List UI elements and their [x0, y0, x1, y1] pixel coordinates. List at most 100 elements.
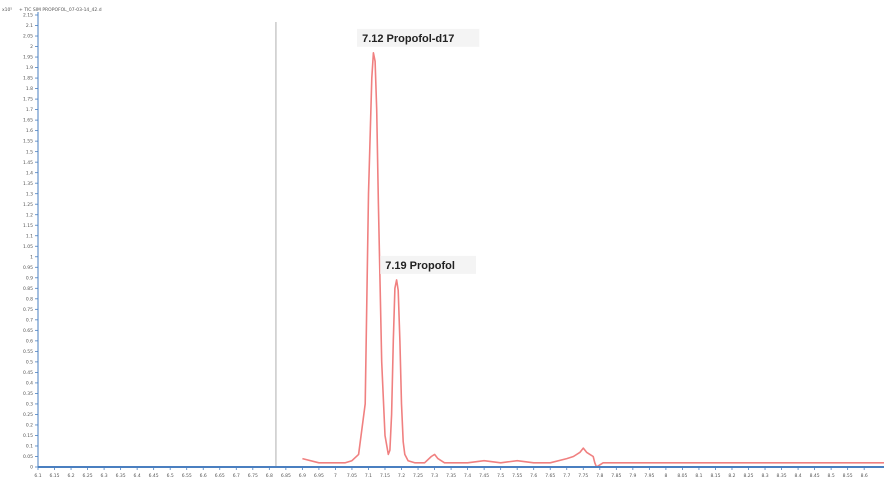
- y-tick-label: 2.1: [26, 23, 33, 29]
- y-tick-label: 1.35: [23, 181, 33, 187]
- x-tick-label: 7.35: [446, 473, 456, 479]
- peak-label: 7.19 Propofol: [385, 260, 455, 272]
- x-tick-label: 6.55: [182, 473, 192, 479]
- y-tick-label: 1.45: [23, 160, 33, 166]
- x-tick-label: 7.65: [545, 473, 555, 479]
- x-tick-label: 6.85: [281, 473, 291, 479]
- x-tick-label: 7.15: [380, 473, 390, 479]
- x-tick-label: 6.8: [266, 473, 273, 479]
- y-tick-label: 1.5: [26, 149, 33, 155]
- y-tick-label: 1.3: [26, 191, 33, 197]
- y-scale-multiplier: x10⁵: [2, 7, 12, 13]
- y-tick-label: 0.35: [23, 391, 33, 397]
- y-tick-label: 1.55: [23, 139, 33, 145]
- x-tick-label: 7.3: [431, 473, 438, 479]
- x-tick-label: 7.7: [563, 473, 570, 479]
- peak-annotations: 7.12 Propofol-d17 7.19 Propofol: [357, 28, 480, 274]
- y-tick-label: 0.05: [23, 454, 33, 460]
- x-tick-label: 7.55: [512, 473, 522, 479]
- x-tick-label: 6.95: [314, 473, 324, 479]
- x-tick-label: 7.8: [596, 473, 603, 479]
- y-tick-label: 2: [30, 44, 33, 50]
- y-tick-label: 1.95: [23, 55, 33, 61]
- y-tick-label: 0: [30, 465, 33, 471]
- x-tick-label: 8.25: [743, 473, 753, 479]
- x-tick-label: 7.45: [479, 473, 489, 479]
- x-tick-label: 7: [334, 473, 337, 479]
- x-tick-label: 8: [664, 473, 667, 479]
- y-tick-label: 2.15: [23, 13, 33, 19]
- y-tick-label: 1.4: [26, 170, 33, 176]
- peak-label-background: [380, 255, 477, 274]
- y-tick-label: 0.5: [26, 359, 33, 365]
- y-tick-label: 1.8: [26, 86, 33, 92]
- x-axis-ticks: 6.1 6.15 6.2 6.25 6.3 6.35 6.4 6.45 6.5 6.55 6.6 6.…: [34, 467, 868, 479]
- x-tick-label: 6.2: [67, 473, 74, 479]
- y-tick-label: 0.4: [26, 381, 33, 387]
- y-tick-label: 0.95: [23, 265, 33, 271]
- x-tick-label: 8.05: [677, 473, 687, 479]
- x-tick-label: 8.15: [710, 473, 720, 479]
- x-tick-label: 6.9: [299, 473, 306, 479]
- y-tick-label: 1.05: [23, 244, 33, 250]
- y-tick-label: 1.9: [26, 65, 33, 71]
- y-tick-label: 1.85: [23, 76, 33, 82]
- y-tick-label: 1: [30, 254, 33, 260]
- x-tick-label: 7.6: [530, 473, 537, 479]
- y-tick-label: 0.15: [23, 433, 33, 439]
- y-tick-label: 0.65: [23, 328, 33, 334]
- x-tick-label: 7.25: [413, 473, 423, 479]
- x-tick-label: 6.15: [50, 473, 60, 479]
- y-tick-label: 0.6: [26, 338, 33, 344]
- y-tick-label: 1.1: [26, 233, 33, 239]
- y-tick-label: 0.7: [26, 317, 33, 323]
- x-tick-label: 7.05: [347, 473, 357, 479]
- y-tick-label: 0.1: [26, 444, 33, 450]
- y-tick-label: 0.3: [26, 402, 33, 408]
- x-tick-label: 8.5: [828, 473, 835, 479]
- y-tick-label: 1.65: [23, 118, 33, 124]
- x-tick-label: 8.3: [761, 473, 768, 479]
- x-tick-label: 7.5: [497, 473, 504, 479]
- y-axis-ticks: 0 0.05 0.1 0.15 0.2 0.25 0.3 0.35 0.4 0.45 0.5 0.55…: [23, 13, 38, 471]
- x-tick-label: 7.4: [464, 473, 471, 479]
- x-tick-label: 6.1: [34, 473, 41, 479]
- peak-label-background: [357, 28, 480, 47]
- y-tick-label: 0.8: [26, 296, 33, 302]
- y-tick-label: 1.75: [23, 97, 33, 103]
- y-tick-label: 0.55: [23, 349, 33, 355]
- x-tick-label: 8.45: [810, 473, 820, 479]
- header: x10⁵ + TIC SIM PROPOFOL_07-03-14_42.d: [2, 7, 102, 13]
- y-tick-label: 1.7: [26, 107, 33, 113]
- y-tick-label: 0.85: [23, 286, 33, 292]
- x-tick-label: 7.9: [629, 473, 636, 479]
- x-tick-label: 6.45: [149, 473, 159, 479]
- x-tick-label: 7.95: [644, 473, 654, 479]
- x-tick-label: 6.5: [167, 473, 174, 479]
- y-tick-label: 0.9: [26, 275, 33, 281]
- y-tick-label: 0.45: [23, 370, 33, 376]
- trace-title: + TIC SIM PROPOFOL_07-03-14_42.d: [19, 7, 102, 13]
- peak-annotation: 7.19 Propofol: [380, 255, 477, 274]
- x-tick-label: 8.2: [728, 473, 735, 479]
- y-tick-label: 0.2: [26, 423, 33, 429]
- x-tick-label: 6.7: [233, 473, 240, 479]
- x-tick-label: 6.6: [200, 473, 207, 479]
- x-tick-label: 6.65: [215, 473, 225, 479]
- y-tick-label: 1.25: [23, 202, 33, 208]
- y-tick-label: 0.25: [23, 412, 33, 418]
- x-tick-label: 7.1: [365, 473, 372, 479]
- x-tick-label: 6.35: [116, 473, 126, 479]
- x-tick-label: 7.2: [398, 473, 405, 479]
- y-tick-label: 1.15: [23, 223, 33, 229]
- x-tick-label: 8.6: [861, 473, 868, 479]
- y-tick-label: 1.6: [26, 128, 33, 134]
- y-tick-label: 1.2: [26, 212, 33, 218]
- x-tick-label: 8.1: [695, 473, 702, 479]
- y-tick-label: 0.75: [23, 307, 33, 313]
- x-tick-label: 8.55: [843, 473, 853, 479]
- x-tick-label: 6.4: [134, 473, 141, 479]
- x-tick-label: 7.75: [578, 473, 588, 479]
- y-tick-label: 2.05: [23, 34, 33, 40]
